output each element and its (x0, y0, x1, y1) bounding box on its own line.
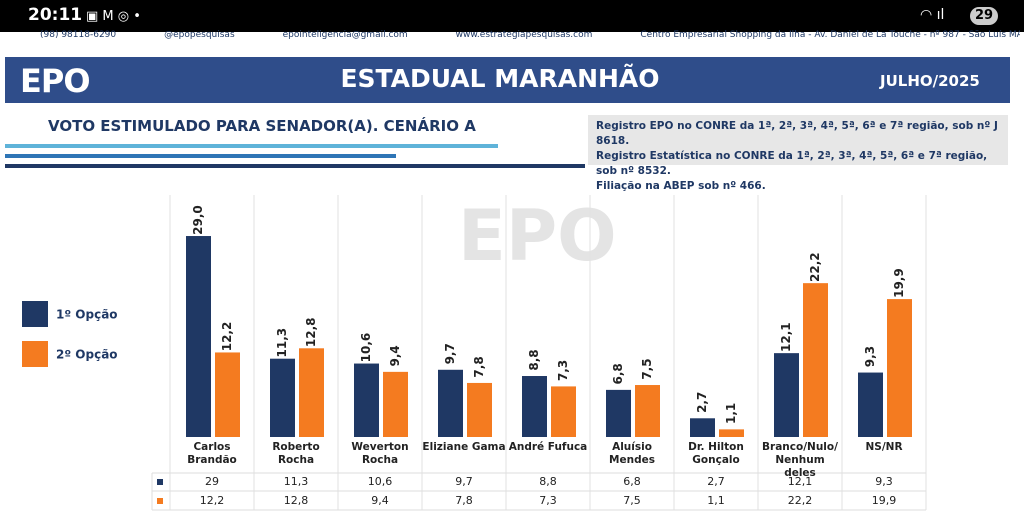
table-cell: 22,2 (788, 494, 813, 507)
legend-swatch (22, 341, 48, 367)
legend-swatch (22, 301, 48, 327)
registry-box: Registro EPO no CONRE da 1ª, 2ª, 3ª, 4ª,… (588, 115, 1008, 192)
rule (5, 154, 396, 158)
table-cell: 7,3 (539, 494, 557, 507)
bar (299, 348, 324, 437)
logo: EPO (20, 62, 91, 100)
bar (467, 382, 492, 437)
header-date: JULHO/2025 (880, 72, 980, 90)
value-label: 29,0 (191, 205, 205, 235)
contact-item: @epopesquisas (164, 30, 235, 40)
value-label: 8,8 (527, 349, 541, 370)
table-cell: 29 (205, 475, 219, 488)
x-tick-label: Weverton Rocha (351, 441, 409, 466)
bar (551, 386, 576, 437)
x-tick-label: Roberto Rocha (272, 441, 320, 466)
rule (5, 164, 585, 168)
header-title: ESTADUAL MARANHÃO (340, 64, 660, 93)
bar (438, 369, 463, 437)
table-cell: 12,8 (284, 494, 309, 507)
time: 20:11 (28, 5, 83, 25)
bar (690, 418, 715, 437)
registry-line: Registro Estatística no CONRE da 1ª, 2ª,… (596, 150, 988, 177)
bar (270, 358, 295, 437)
value-label: 2,7 (695, 392, 709, 413)
bar (215, 352, 240, 437)
x-tick-label: Branco/Nulo/ Nenhum deles (762, 441, 838, 479)
rule (5, 144, 498, 148)
value-label: 7,8 (472, 356, 486, 377)
registry-line: Registro EPO no CONRE da 1ª, 2ª, 3ª, 4ª,… (596, 120, 998, 147)
bar (858, 372, 883, 437)
value-label: 12,1 (779, 322, 793, 352)
table-cell: 6,8 (623, 475, 641, 488)
bar (354, 363, 379, 437)
value-label: 10,6 (359, 333, 373, 363)
table-cell: 2,7 (707, 475, 725, 488)
value-label: 9,4 (388, 345, 402, 366)
bar (606, 389, 631, 437)
table-key (157, 498, 163, 504)
battery: 29 (970, 7, 998, 25)
value-label: 22,2 (808, 252, 822, 282)
signal: ◠ ıl (920, 7, 945, 23)
bar (887, 299, 912, 437)
bar (719, 429, 744, 437)
table-cell: 10,6 (368, 475, 393, 488)
table-cell: 12,2 (200, 494, 225, 507)
status-bar: 20:11 ▣ M ◎ • ◠ ıl 29 (0, 0, 1024, 32)
contact-item: www.estrategiapesquisas.com (455, 30, 593, 40)
status-icons: ▣ M ◎ • (86, 9, 141, 24)
table-cell: 8,8 (539, 475, 557, 488)
table-cell: 7,8 (455, 494, 473, 507)
value-label: 9,7 (443, 343, 457, 364)
table-cell: 9,4 (371, 494, 389, 507)
table-cell: 12,1 (788, 475, 813, 488)
value-label: 19,9 (892, 268, 906, 298)
x-tick-label: Dr. Hilton Gonçalo (688, 441, 744, 466)
value-label: 7,5 (640, 358, 654, 379)
value-label: 9,3 (863, 346, 877, 367)
x-tick-label: Aluísio Mendes (609, 441, 655, 466)
chart-title: VOTO ESTIMULADO PARA SENADOR(A). CENÁRIO… (48, 117, 476, 135)
bar (774, 353, 799, 437)
header-band (5, 57, 1010, 103)
x-tick-label: Eliziane Gama (422, 441, 506, 453)
value-label: 12,2 (220, 322, 234, 352)
bar (803, 283, 828, 437)
bar (522, 376, 547, 437)
legend-label: 1º Opção (56, 308, 118, 322)
legend-label: 2º Opção (56, 348, 118, 362)
table-cell: 7,5 (623, 494, 641, 507)
contact-item: epointeligencia@gmail.com (282, 30, 408, 40)
value-label: 11,3 (275, 328, 289, 358)
value-label: 6,8 (611, 363, 625, 384)
x-tick-label: André Fufuca (508, 441, 588, 453)
contact-item: Centro Empresarial Shopping da Ilha - Av… (640, 30, 1020, 40)
registry-line: Filiação na ABEP sob nº 466. (596, 180, 766, 192)
value-label: 7,3 (556, 360, 570, 381)
table-key (157, 479, 163, 485)
table-cell: 11,3 (284, 475, 309, 488)
x-tick-label: Carlos Brandão (187, 441, 237, 466)
x-tick-label: NS/NR (865, 441, 903, 453)
table-cell: 9,7 (455, 475, 473, 488)
table-cell: 1,1 (707, 494, 725, 507)
bar (383, 371, 408, 437)
value-label: 1,1 (724, 403, 738, 424)
value-label: 12,8 (304, 317, 318, 347)
bar (186, 236, 211, 437)
table-cell: 9,3 (875, 475, 893, 488)
bar (635, 385, 660, 437)
contact-strip: (98) 98118-6290 @epopesquisas epointeligen… (40, 30, 1020, 42)
contact-item: (98) 98118-6290 (40, 30, 117, 40)
table-cell: 19,9 (872, 494, 897, 507)
